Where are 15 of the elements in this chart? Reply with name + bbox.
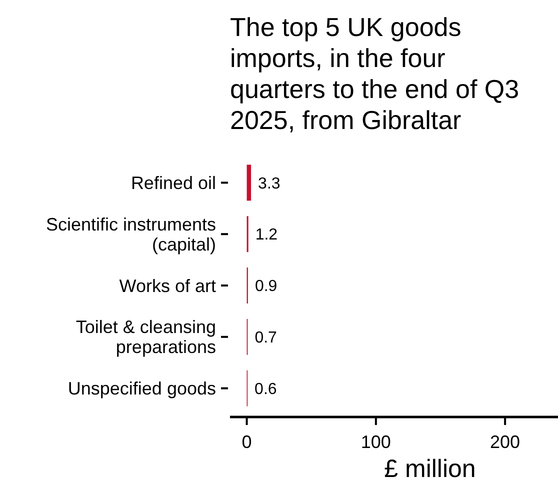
data-label: 1.2: [255, 226, 278, 244]
y-tick-label: Unspecified goods: [68, 378, 216, 399]
y-tick-label: Toilet & cleansing preparations: [76, 317, 216, 358]
data-label: 0.9: [254, 278, 278, 296]
chart-title: The top 5 UK goods imports, in the four quarters to the end of Q3 2025, from Gibraltar: [230, 12, 520, 135]
y-tick-label: Works of art: [119, 276, 216, 296]
x-tick-label: 0: [242, 432, 252, 452]
x-tick-label: 100: [360, 432, 391, 452]
x-tick-label: 200: [490, 432, 520, 452]
data-label: 3.3: [258, 175, 280, 192]
y-tick-label: Refined oil: [130, 173, 216, 193]
data-label: 0.7: [254, 330, 278, 346]
x-axis-title: £ million: [384, 455, 476, 480]
data-label: 0.6: [254, 380, 277, 398]
y-tick-label: Scientific instruments (capital): [46, 214, 216, 254]
